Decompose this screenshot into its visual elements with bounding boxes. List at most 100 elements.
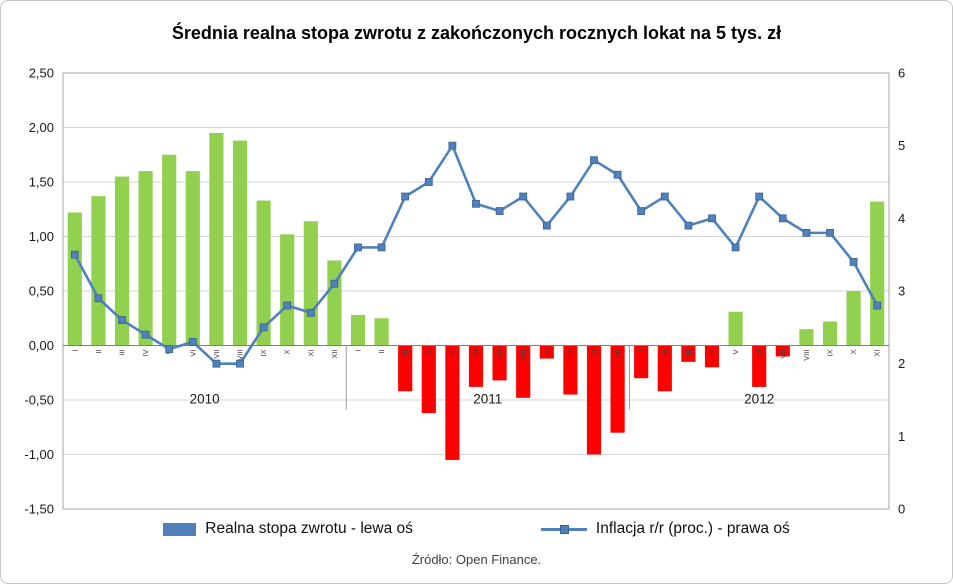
real-return-bar: [398, 345, 413, 392]
year-label: 2011: [473, 392, 502, 407]
left-axis-tick-label: 1,00: [29, 229, 54, 244]
month-tick-label: V: [448, 350, 457, 355]
month-tick-label: IX: [259, 350, 268, 357]
month-tick-label: XI: [873, 350, 882, 357]
inflation-line-marker: [283, 301, 292, 310]
left-axis-tick-label: 2,50: [29, 66, 54, 81]
legend-label-bar-series: Realna stopa zwrotu - lewa oś: [205, 520, 413, 537]
real-return-bar: [634, 345, 649, 379]
real-return-bar: [681, 345, 696, 362]
real-return-bar: [728, 311, 743, 346]
inflation-line-marker: [94, 294, 103, 303]
inflation-line-marker: [165, 345, 174, 354]
inflation-line-marker: [684, 221, 693, 230]
inflation-line-marker: [259, 323, 268, 332]
month-tick-label: XI: [590, 350, 599, 357]
right-axis-tick-label: 5: [898, 138, 905, 153]
month-tick-label: II: [660, 350, 669, 354]
real-return-bar: [516, 345, 531, 398]
month-tick-label: III: [118, 350, 127, 356]
month-tick-label: II: [377, 350, 386, 354]
inflation-line-marker: [566, 192, 575, 201]
month-tick-label: X: [566, 350, 575, 355]
month-tick-label: VII: [778, 350, 787, 359]
inflation-line-marker: [778, 214, 787, 223]
inflation-line-marker: [424, 178, 433, 186]
real-return-bar: [232, 140, 248, 346]
month-tick-label: I: [70, 350, 79, 352]
month-tick-label: VIII: [236, 350, 245, 361]
inflation-line-marker: [118, 316, 126, 324]
real-return-bar: [870, 201, 885, 346]
month-tick-label: IV: [708, 350, 717, 357]
real-return-bar: [775, 345, 790, 357]
month-tick-label: X: [849, 350, 858, 355]
plot-border: [62, 72, 890, 510]
real-return-bar: [374, 318, 389, 346]
right-axis-tick-label: 0: [898, 502, 905, 517]
month-tick-label: VIII: [802, 350, 811, 361]
inflation-line-marker: [849, 258, 858, 266]
real-return-bar: [303, 221, 318, 346]
left-axis-tick-label: 2,00: [29, 120, 54, 135]
inflation-line-marker: [448, 141, 457, 150]
real-return-bar: [563, 345, 578, 395]
month-tick-label: VII: [495, 350, 504, 359]
left-axis-tick-label: -1,50: [24, 502, 54, 517]
month-tick-label: IX: [542, 350, 551, 357]
real-return-bar: [492, 345, 507, 381]
legend-label-line-series: Inflacja r/r (proc.) - prawa oś: [595, 520, 790, 537]
inflation-line-marker: [637, 207, 646, 215]
real-return-bar: [91, 196, 106, 346]
month-tick-label: I: [637, 350, 646, 352]
legend-item-line-series: Inflacja r/r (proc.) - prawa oś: [540, 520, 790, 538]
month-tick-label: IV: [424, 350, 433, 357]
left-axis-tick-label: 0,00: [29, 338, 54, 353]
left-axis-tick-label: 0,50: [29, 284, 54, 299]
line-series-swatch: [540, 524, 587, 534]
inflation-line-marker: [70, 250, 79, 259]
inflation-line-marker: [401, 192, 410, 201]
left-axis-tick-label: 1,50: [29, 175, 54, 190]
inflation-line-marker: [826, 228, 834, 237]
real-return-bar: [657, 345, 672, 392]
inflation-line-marker: [377, 243, 386, 252]
real-return-bar: [209, 132, 224, 346]
real-return-bar: [822, 321, 838, 346]
right-axis-tick-label: 2: [898, 356, 905, 371]
inflation-line-marker: [472, 199, 480, 208]
inflation-line-marker: [731, 243, 740, 252]
inflation-line-marker: [519, 192, 528, 201]
month-tick-label: VI: [472, 350, 481, 357]
inflation-line-marker: [613, 170, 622, 179]
month-tick-label: V: [731, 350, 740, 355]
right-axis-tick-label: 4: [898, 211, 905, 226]
real-return-bar: [256, 200, 271, 346]
month-tick-label: VII: [212, 350, 221, 359]
inflation-line-marker: [660, 192, 669, 201]
month-tick-label: IV: [141, 350, 150, 357]
inflation-line-marker: [708, 214, 716, 223]
inflation-line-marker: [802, 228, 811, 237]
month-tick-label: VIII: [519, 350, 528, 361]
month-tick-label: I: [354, 350, 363, 352]
inflation-line-marker: [141, 330, 150, 339]
line-marker-swatch-icon: [559, 524, 569, 534]
month-tick-label: XII: [613, 350, 622, 359]
real-return-bar: [846, 291, 861, 346]
real-return-bar: [138, 171, 153, 346]
inflation-line-marker: [188, 337, 197, 346]
inflation-line-marker: [236, 359, 244, 368]
real-return-bar: [586, 345, 602, 455]
inflation-line-marker: [330, 279, 339, 288]
real-return-bar: [421, 345, 436, 414]
real-return-bar: [280, 234, 295, 346]
real-return-bar: [67, 212, 82, 346]
left-axis-tick-label: -0,50: [24, 393, 54, 408]
real-return-bar: [185, 171, 200, 346]
source-caption: Źródło: Open Finance.: [411, 552, 542, 567]
bar-series-swatch: [163, 522, 197, 536]
legend-item-bar-series: Realna stopa zwrotu - lewa oś: [163, 520, 413, 538]
